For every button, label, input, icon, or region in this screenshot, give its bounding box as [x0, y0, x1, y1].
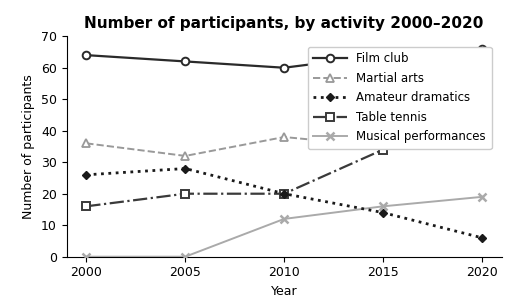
Title: Number of participants, by activity 2000–2020: Number of participants, by activity 2000…: [84, 16, 484, 31]
X-axis label: Year: Year: [271, 285, 297, 298]
Legend: Film club, Martial arts, Amateur dramatics, Table tennis, Musical performances: Film club, Martial arts, Amateur dramati…: [308, 47, 492, 149]
Y-axis label: Number of participants: Number of participants: [23, 74, 35, 219]
